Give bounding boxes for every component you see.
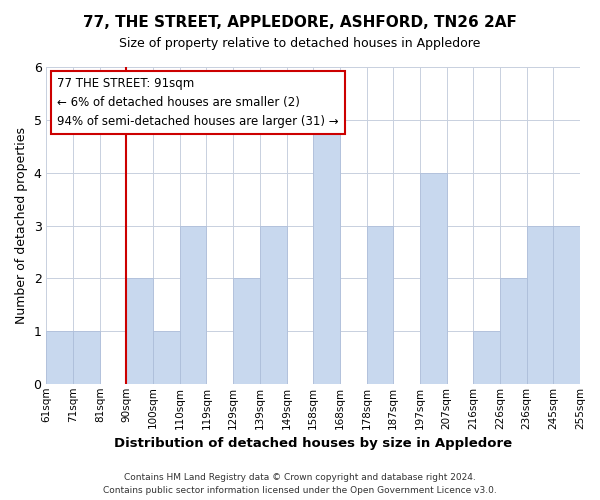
Bar	[473, 331, 500, 384]
Bar	[180, 226, 206, 384]
Text: Size of property relative to detached houses in Appledore: Size of property relative to detached ho…	[119, 38, 481, 51]
Text: Contains HM Land Registry data © Crown copyright and database right 2024.
Contai: Contains HM Land Registry data © Crown c…	[103, 474, 497, 495]
Bar	[553, 226, 580, 384]
Bar	[420, 173, 446, 384]
Bar	[46, 331, 73, 384]
Bar	[500, 278, 527, 384]
Bar	[313, 120, 340, 384]
Bar	[233, 278, 260, 384]
Text: 77 THE STREET: 91sqm
← 6% of detached houses are smaller (2)
94% of semi-detache: 77 THE STREET: 91sqm ← 6% of detached ho…	[57, 77, 339, 128]
Text: 77, THE STREET, APPLEDORE, ASHFORD, TN26 2AF: 77, THE STREET, APPLEDORE, ASHFORD, TN26…	[83, 15, 517, 30]
Bar	[153, 331, 180, 384]
Bar	[527, 226, 553, 384]
Bar	[73, 331, 100, 384]
Bar	[367, 226, 393, 384]
Bar	[260, 226, 287, 384]
Bar	[127, 278, 153, 384]
X-axis label: Distribution of detached houses by size in Appledore: Distribution of detached houses by size …	[114, 437, 512, 450]
Y-axis label: Number of detached properties: Number of detached properties	[15, 127, 28, 324]
